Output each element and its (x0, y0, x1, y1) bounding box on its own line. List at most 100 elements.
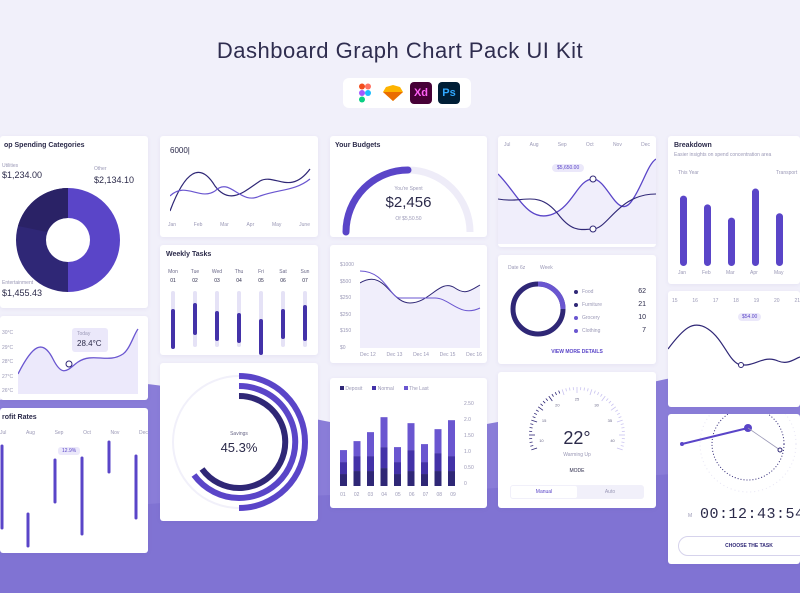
utilities-value: $1,234.00 (2, 170, 43, 180)
category-value: 21 (638, 301, 646, 308)
dial-tick (531, 447, 538, 451)
tool-icons: Xd Ps (343, 78, 471, 108)
stacked-bar-segment (421, 474, 428, 486)
transport-filter[interactable]: Transport (776, 170, 798, 176)
stacked-bar-segment (394, 462, 401, 475)
x-tick: Dec 12 (360, 352, 376, 358)
x-tick: Dec 16 (466, 352, 482, 358)
category-value: 7 (642, 327, 646, 334)
area-chart-card: $1000 $500 $250 $250 $150 $0 Dec 12 Dec … (330, 245, 487, 363)
choose-task-button[interactable]: CHOOSE THE TASK (678, 536, 800, 556)
month-label: Mar (726, 270, 735, 276)
category-donut (510, 281, 566, 337)
weekly-grid: Mon 01 Tue 02 Wed 03 Thu 04 Fri 05 Sat 06 Sun 07 (166, 269, 312, 355)
month-label: May (271, 222, 282, 228)
month-label: Aug (529, 142, 539, 148)
stacked-bar-segment (407, 423, 415, 451)
savings-rings (172, 373, 308, 511)
month-label: Oct (585, 142, 594, 148)
dial-tick (531, 419, 538, 423)
task-bar (193, 303, 197, 335)
year-filter[interactable]: This Year (678, 170, 699, 176)
breakdown-bars (680, 188, 783, 266)
weekday-number: 01 (170, 278, 176, 284)
timer-value: 00:12:43:54 (700, 506, 800, 523)
x-tick: 08 (436, 492, 443, 498)
day-label: 18 (733, 298, 739, 304)
manual-button[interactable]: Manual (511, 486, 577, 498)
dial-label: 40 (610, 438, 615, 443)
month-label: Oct (83, 430, 91, 436)
budgets-card: Your Budgets You're Spent $2,456 Of $5,5… (330, 136, 487, 237)
weekday-number: 05 (258, 278, 264, 284)
temp-tick: 29°C (2, 344, 14, 351)
task-bar (171, 309, 175, 349)
stacked-bar-segment (340, 462, 347, 475)
legend-dot (574, 328, 578, 333)
filter-date[interactable]: Date 6z (508, 265, 526, 271)
temp-tick: 28°C (2, 359, 14, 365)
savings-label: Savings (230, 431, 248, 437)
y-tick: $0 (340, 344, 346, 351)
stacked-bar-segment (394, 474, 401, 486)
stacked-bar-segment (340, 450, 347, 463)
x-tick: 03 (367, 492, 374, 498)
stacked-bar-segment (448, 471, 455, 486)
y-tick: 2.0 (464, 417, 471, 423)
category-value: 10 (638, 314, 646, 321)
dial-tick (616, 412, 620, 415)
dial-tick (545, 398, 549, 402)
x-tick: Dec 13 (386, 352, 403, 358)
weekday-column: Tue 02 (188, 269, 202, 349)
month-label: Jul (0, 430, 7, 436)
category-row: Food 62 (574, 285, 646, 298)
task-bar-track (237, 291, 241, 347)
weekly-tasks-card: Weekly Tasks Mon 01 Tue 02 Wed 03 Thu 04 Fri 05 Sa… (160, 245, 318, 355)
profit-card: rofit Rates Jul Aug Sep Oct Nov Dec 12.9… (0, 408, 148, 553)
weekday-number: 03 (214, 278, 220, 284)
y-tick: $250 (340, 295, 352, 301)
dial-tick (615, 409, 619, 412)
filter-week[interactable]: Week (540, 265, 553, 271)
profit-bars (0, 440, 138, 548)
month-label: Dec (641, 142, 650, 148)
stacked-bar-segment (380, 447, 388, 469)
stacked-bar-segment (380, 468, 388, 486)
card-title: Your Budgets (335, 142, 381, 149)
legend-last: The Last (403, 386, 429, 392)
weekday-label: Mon (168, 269, 178, 275)
dial-tick (618, 416, 622, 419)
dial-tick (610, 403, 614, 407)
card-subtitle: Easier insights on spend concentration a… (674, 152, 772, 158)
stacked-bar-segment (340, 474, 347, 486)
stacked-bar-segment (353, 456, 361, 472)
dial-label: 20 (555, 402, 560, 407)
budget-sub: Of $5,50.50 (395, 216, 422, 222)
dial-tick (530, 423, 534, 425)
x-tick: 09 (450, 492, 456, 498)
month-label: Dec (139, 430, 148, 436)
dial-tick (535, 409, 539, 412)
view-more-link[interactable]: VIEW MORE DETAILS (551, 349, 603, 355)
auto-button[interactable]: Auto (604, 489, 616, 495)
x-tick: 06 (408, 492, 415, 498)
breakdown-card: Breakdown Easier insights on spend conce… (668, 136, 800, 284)
dial-tick (554, 392, 557, 396)
dial-tick (558, 390, 561, 394)
month-label: Jan (168, 222, 177, 228)
task-bar (215, 311, 219, 341)
daily-line-card: 15 16 17 18 19 20 21 $54.00 (668, 291, 800, 407)
weekday-column: Sat 06 (276, 269, 290, 349)
legend-dot (574, 302, 578, 307)
dial-label: 35 (608, 418, 613, 423)
task-bar (281, 309, 285, 339)
weekday-label: Tue (190, 269, 200, 275)
dial-tick (593, 390, 596, 394)
task-bar-track (171, 291, 175, 349)
category-row: Furniture 21 (574, 298, 646, 311)
dial-label: 25 (575, 397, 580, 402)
month-label: Nov (110, 430, 120, 436)
task-bar-track (303, 291, 307, 347)
temp-tooltip: Today 28.4°C (72, 328, 108, 352)
x-tick: 07 (422, 492, 429, 498)
